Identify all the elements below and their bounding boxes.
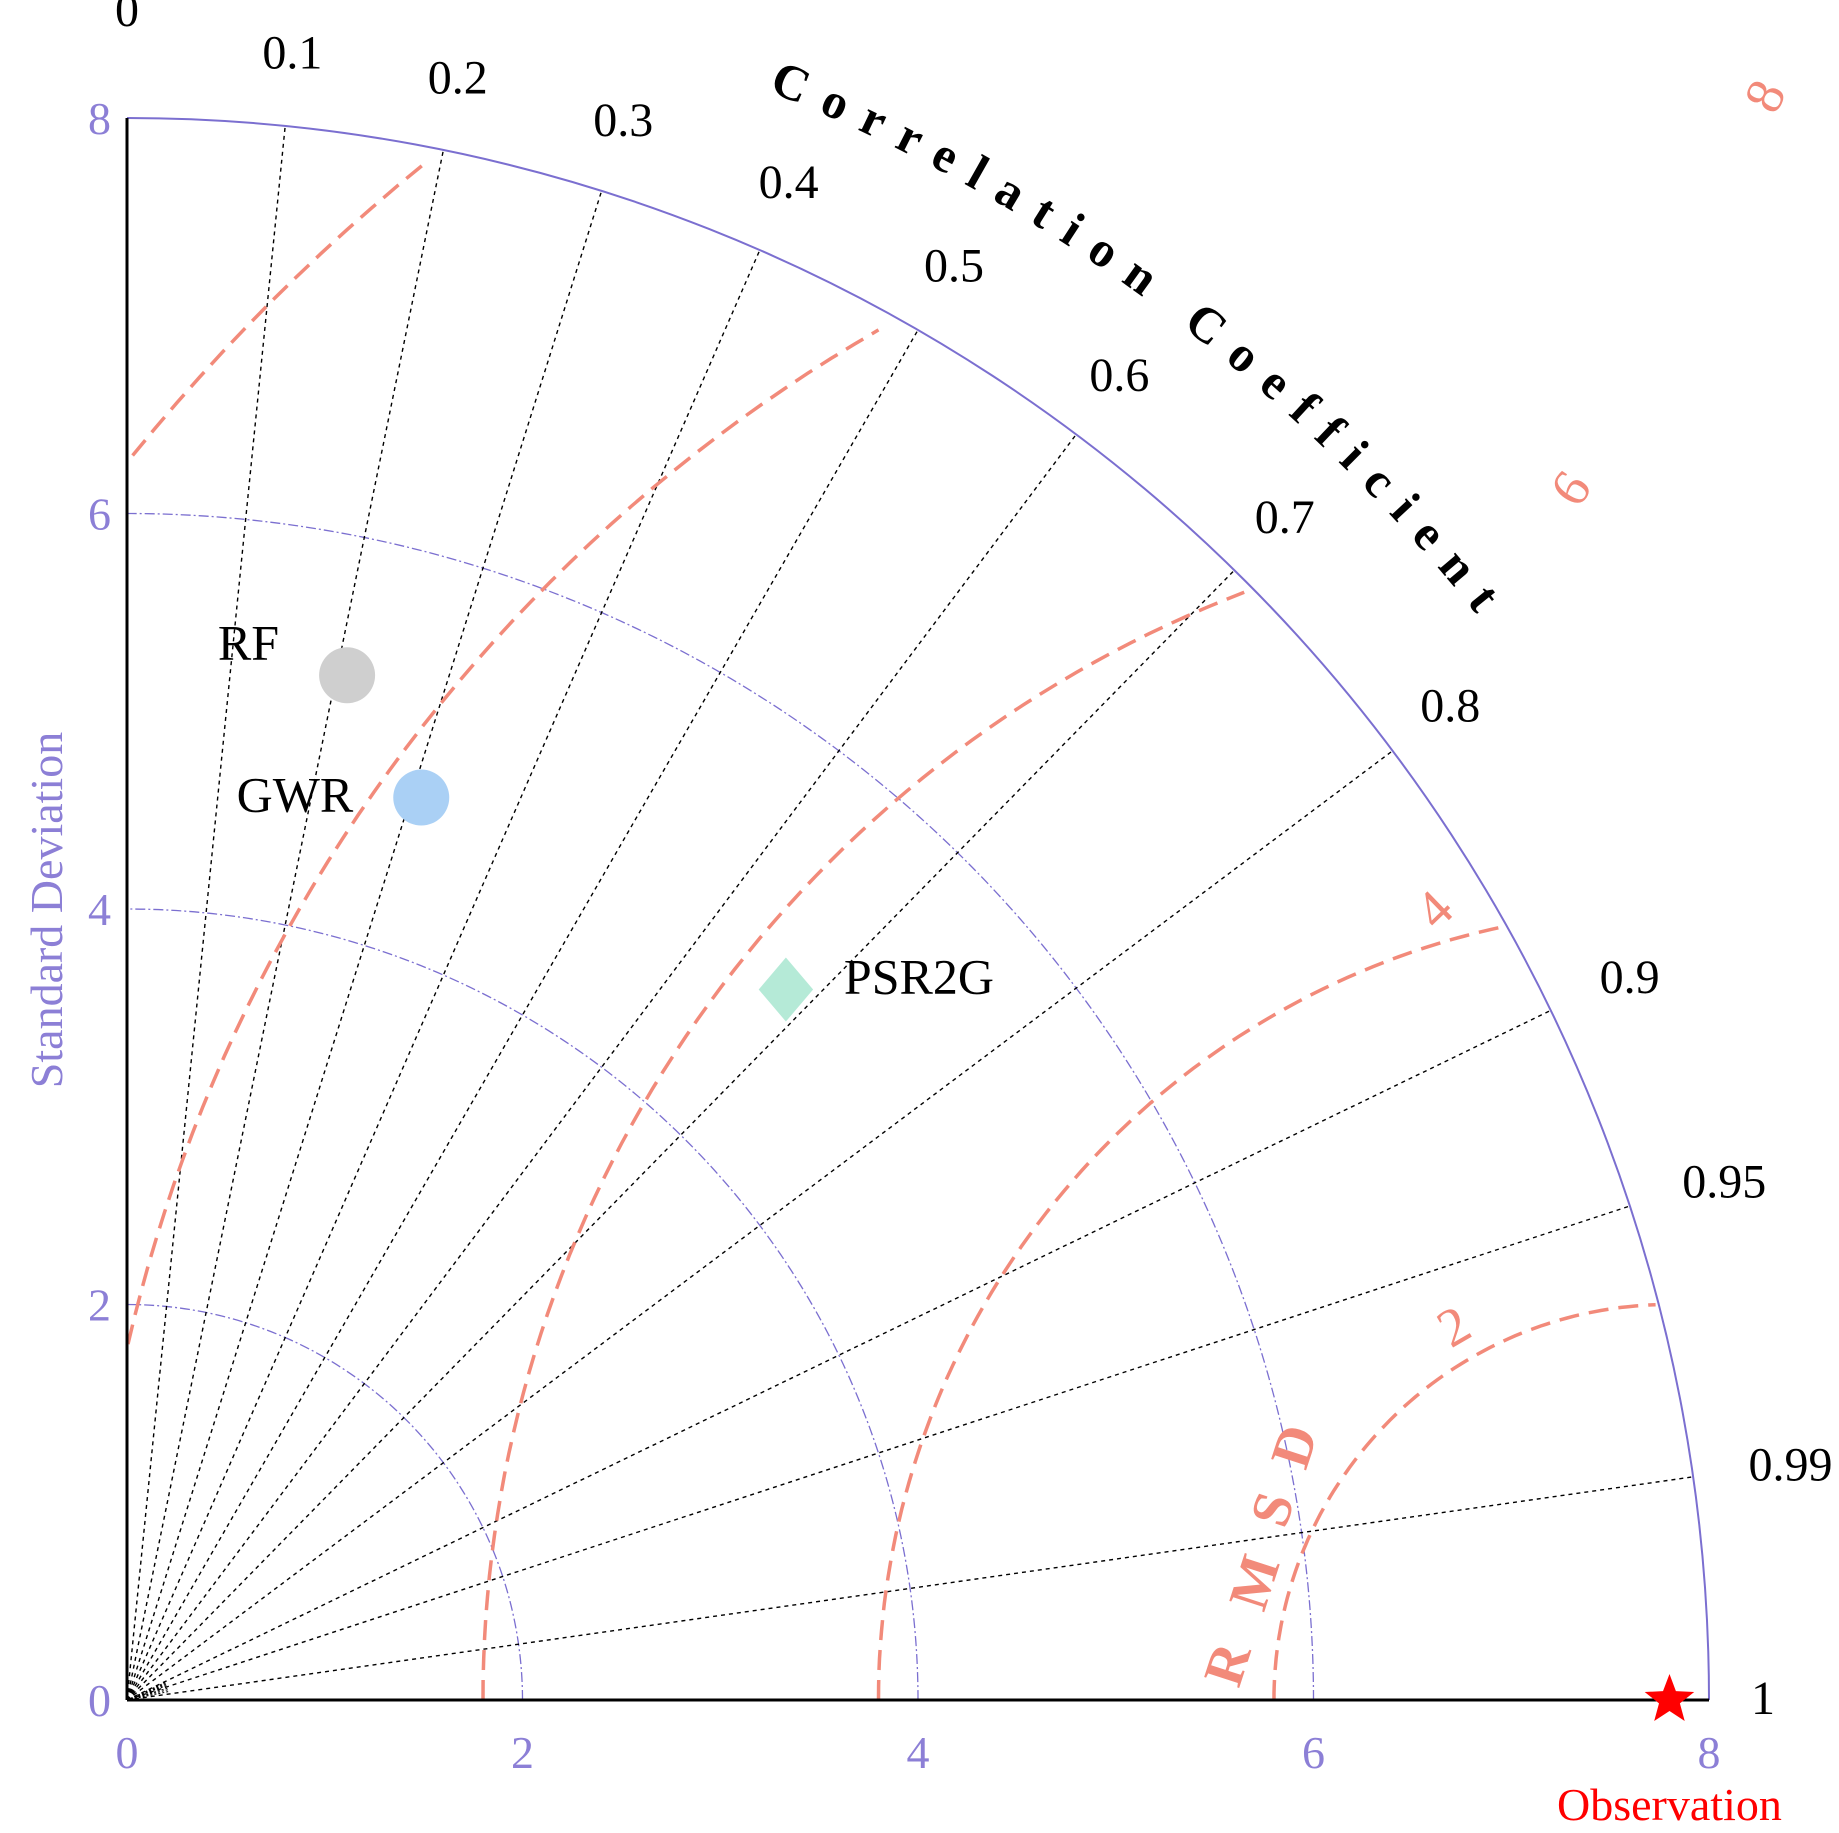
- corr-tick-label: 0.4: [759, 156, 819, 209]
- rmsd-contour-label: 4: [1403, 878, 1464, 940]
- corr-tick-label: 0: [115, 0, 139, 37]
- corr-tick-label: 0.3: [593, 94, 653, 147]
- corr-tick-label: 0.8: [1420, 680, 1480, 733]
- rmsd-title-letter: R: [1192, 1635, 1264, 1693]
- axis-labels: 0 0.1 0.2 0.3 0.4 0.5 0.6 0.7 0.8 0.9 0.95 0.99 1 Cor…: [21, 0, 1832, 1830]
- corr-tick-label: 0.1: [262, 26, 322, 79]
- x-tick-label: 4: [907, 1727, 930, 1778]
- rmsd-contour-label: 6: [1538, 460, 1603, 516]
- rmsd-contour: [126, 328, 880, 1345]
- corr-tick-label: 0.2: [428, 51, 488, 104]
- model-label-gwr: GWR: [237, 767, 354, 823]
- rmsd-title-letter: D: [1259, 1418, 1330, 1476]
- std-arc: [126, 512, 1315, 1701]
- y-tick-label: 2: [88, 1280, 111, 1331]
- rmsd-title-letter: M: [1217, 1548, 1292, 1617]
- rmsd-contour: [481, 590, 1245, 1701]
- y-tick-label: 6: [88, 489, 111, 540]
- corr-tick-label: 0.9: [1600, 951, 1660, 1004]
- model-marker-gwr: [393, 769, 450, 826]
- observation-marker: [1644, 1674, 1695, 1721]
- std-arc: [126, 1303, 524, 1701]
- corr-minor-line: [126, 1684, 167, 1701]
- x-tick-label: 8: [1698, 1727, 1721, 1778]
- corr-tick-label: 0.5: [924, 240, 984, 293]
- corr-line: [126, 249, 761, 1701]
- corr-tick-label: 1: [1751, 1672, 1775, 1725]
- model-marker-psr2g: [758, 957, 814, 1022]
- rmsd-contour-label: 8: [1732, 71, 1798, 122]
- rmsd-contour: [131, 161, 427, 457]
- corr-line: [126, 190, 603, 1701]
- corr-minor-line: [126, 1683, 166, 1701]
- observation-label: Observation: [1557, 1779, 1782, 1830]
- corr-line: [126, 1205, 1631, 1701]
- rmsd-title-letter: S: [1239, 1485, 1308, 1534]
- corr-line: [126, 329, 919, 1701]
- model-marker-rf: [319, 647, 376, 704]
- model-label-rf: RF: [218, 614, 279, 670]
- corr-tick-label: 0.95: [1682, 1156, 1766, 1209]
- corr-minor-line: [126, 1687, 168, 1701]
- corr-axis-title: Correlation Coefficient: [764, 49, 1523, 635]
- y-axis-title: Standard Deviation: [21, 732, 72, 1088]
- corr-line: [126, 569, 1235, 1701]
- y-tick-label: 4: [88, 884, 111, 935]
- rmsd-contour-label: 2: [1427, 1294, 1480, 1359]
- model-label-psr2g: PSR2G: [844, 949, 994, 1005]
- y-tick-label: 8: [88, 93, 111, 144]
- rmsd-contour: [1272, 1302, 1656, 1700]
- x-tick-label: 6: [1302, 1727, 1325, 1778]
- x-tick-label: 0: [116, 1727, 139, 1778]
- correlation-lines: [126, 125, 1694, 1701]
- corr-tick-label: 0.7: [1255, 491, 1315, 544]
- y-tick-label: 0: [88, 1675, 111, 1726]
- std-arcs: [126, 117, 1710, 1701]
- corr-tick-label: 0.6: [1089, 349, 1149, 402]
- std-arc: [126, 908, 919, 1701]
- axes: [125, 118, 1709, 1702]
- x-tick-label: 2: [511, 1727, 534, 1778]
- corr-minor-line: [126, 1682, 166, 1701]
- rmsd-contour: [876, 924, 1506, 1701]
- corr-minor-line: [126, 1685, 167, 1701]
- corr-line: [126, 125, 286, 1701]
- corr-tick-label: 0.99: [1748, 1439, 1832, 1492]
- corr-minor-line: [126, 1689, 168, 1701]
- std-outer-arc: [126, 117, 1710, 1701]
- corr-minor-line: [126, 1691, 169, 1701]
- corr-axis-title-path: Correlation Coefficient: [764, 49, 1505, 635]
- data-points: RF GWR PSR2G: [218, 614, 1695, 1721]
